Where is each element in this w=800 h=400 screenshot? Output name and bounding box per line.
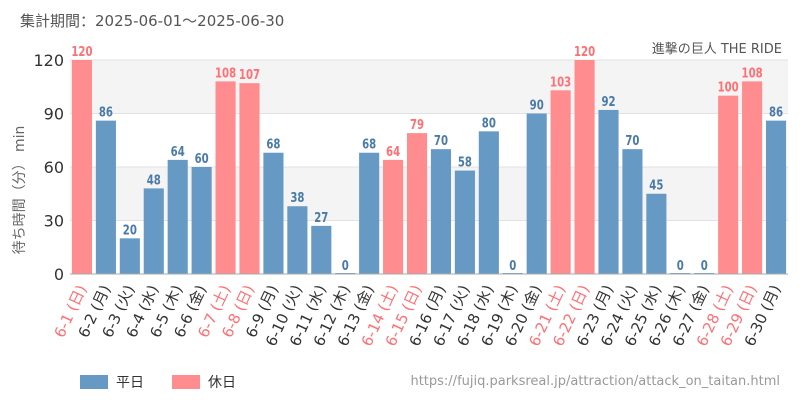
bar-weekday (167, 159, 188, 274)
data-label: 0 (509, 258, 516, 274)
chart-title: 進撃の巨人 THE RIDE (651, 42, 782, 57)
data-label: 0 (342, 258, 349, 274)
data-label: 58 (458, 154, 472, 170)
data-label: 103 (550, 74, 571, 90)
legend-label-weekday: 平日 (116, 375, 144, 391)
bar-holiday (718, 95, 739, 275)
data-label: 92 (601, 94, 615, 110)
legend-swatch-weekday (80, 375, 108, 389)
data-label: 80 (482, 115, 496, 131)
data-label: 64 (171, 144, 185, 160)
bar-weekday (598, 109, 619, 274)
legend-item-weekday: 平日 (80, 372, 144, 392)
y-tick-label: 120 (33, 51, 64, 70)
bar-holiday (239, 83, 260, 274)
bar-holiday (742, 81, 763, 275)
y-tick-label: 0 (54, 265, 64, 284)
bar-weekday (622, 149, 643, 274)
data-label: 108 (215, 65, 236, 81)
bar-holiday (383, 159, 404, 274)
data-label: 0 (701, 258, 708, 274)
data-label: 120 (71, 44, 92, 60)
data-label: 45 (649, 177, 663, 193)
data-label: 38 (290, 190, 304, 206)
data-label: 48 (147, 172, 161, 188)
bar-weekday (263, 152, 284, 274)
y-tick-label: 60 (44, 158, 64, 177)
data-label: 60 (195, 151, 209, 167)
data-label: 120 (574, 44, 595, 60)
collection-period: 集計期間：2025-06-01～2025-06-30 (20, 12, 285, 30)
bar-weekday (478, 131, 499, 274)
data-label: 68 (266, 136, 280, 152)
data-label: 86 (99, 104, 113, 120)
bar-weekday (143, 188, 164, 274)
legend-item-holiday: 休日 (172, 372, 236, 392)
data-label: 86 (769, 104, 783, 120)
plot-background-band (70, 167, 788, 221)
bar-weekday (454, 170, 475, 274)
source-url: https://fujiq.parksreal.jp/attraction/at… (410, 374, 780, 389)
bar-weekday (119, 238, 140, 274)
data-label: 70 (625, 133, 639, 149)
bar-weekday (311, 225, 332, 274)
y-tick-label: 30 (44, 212, 64, 231)
legend-swatch-holiday (172, 375, 200, 389)
data-label: 100 (718, 79, 739, 95)
data-label: 0 (677, 258, 684, 274)
bar-weekday (430, 149, 452, 274)
legend: 平日 休日 (80, 372, 264, 392)
bar-holiday (550, 90, 571, 274)
bar-weekday (359, 152, 380, 274)
bar-holiday (574, 60, 595, 274)
data-label: 90 (530, 97, 544, 113)
bar-weekday (191, 167, 212, 274)
y-tick-label: 90 (44, 105, 64, 124)
data-label: 79 (410, 117, 424, 133)
bar-weekday (765, 120, 787, 274)
bar-weekday (526, 113, 547, 274)
data-label: 27 (314, 210, 328, 226)
data-label: 20 (123, 222, 137, 238)
bar-holiday (71, 60, 93, 274)
bar-weekday (95, 120, 116, 274)
bar-weekday (287, 206, 308, 274)
y-axis-label: 待ち時間（分） min (12, 126, 28, 255)
bar-weekday (646, 193, 667, 274)
bar-holiday (406, 133, 428, 274)
data-label: 70 (434, 133, 448, 149)
data-label: 68 (362, 136, 376, 152)
bar-holiday (215, 81, 236, 275)
data-label: 108 (742, 65, 763, 81)
legend-label-holiday: 休日 (208, 375, 236, 391)
data-label: 64 (386, 144, 400, 160)
data-label: 107 (239, 67, 260, 83)
plot-background-band (70, 60, 788, 114)
